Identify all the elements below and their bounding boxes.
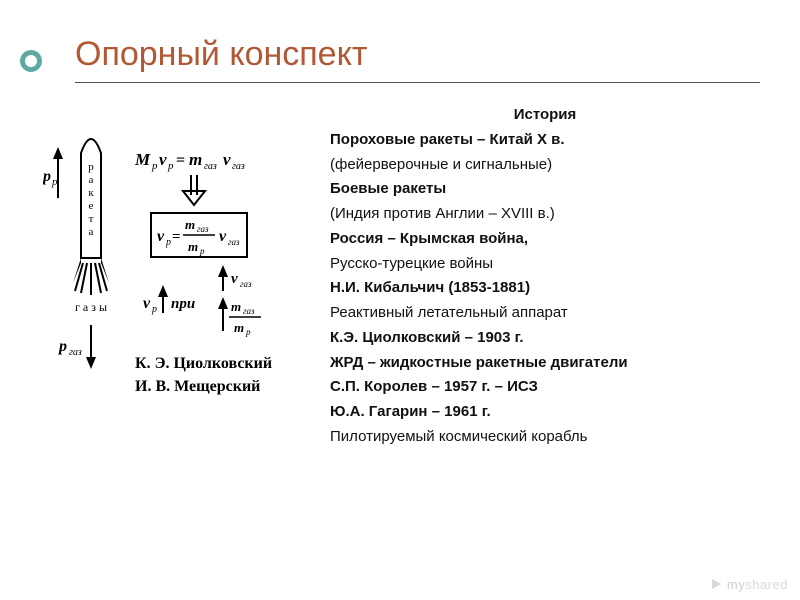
history-line: К.Э. Циолковский – 1903 г.	[330, 329, 524, 346]
svg-text:v: v	[231, 271, 238, 287]
history-line: (фейерверочные и сигнальные)	[330, 156, 552, 173]
svg-text:газ: газ	[243, 306, 255, 316]
svg-text:=: =	[172, 229, 181, 245]
svg-text:p: p	[151, 304, 157, 315]
title-bullet-icon	[20, 50, 42, 72]
svg-text:р: р	[88, 161, 94, 173]
svg-text:m: m	[231, 299, 241, 314]
svg-text:к: к	[88, 187, 94, 199]
watermark: myshared	[709, 577, 788, 592]
svg-text:p: p	[51, 176, 58, 188]
rocket-diagram: р а к е т а г а з ы p p p	[43, 113, 318, 443]
svg-text:газ: газ	[197, 224, 209, 234]
history-heading: История	[330, 103, 760, 128]
history-line: Н.И. Кибальчич (1853-1881)	[330, 279, 530, 296]
svg-text:=: =	[176, 152, 185, 169]
watermark-text: shared	[745, 577, 788, 592]
svg-text:v: v	[159, 150, 167, 169]
svg-text:а: а	[88, 174, 93, 186]
history-line: Ю.А. Гагарин – 1961 г.	[330, 403, 491, 420]
svg-text:p: p	[57, 338, 67, 355]
slide-title: Опорный конспект	[75, 35, 760, 74]
svg-text:m: m	[189, 150, 202, 169]
svg-text:т: т	[88, 213, 93, 225]
history-text: История Пороховые ракеты – Китай X в. (ф…	[330, 103, 760, 450]
svg-text:v: v	[157, 228, 165, 245]
history-line: Боевые ракеты	[330, 180, 446, 197]
svg-text:газ: газ	[240, 279, 252, 289]
svg-text:е: е	[88, 200, 93, 212]
svg-text:p: p	[245, 327, 251, 337]
title-underline	[75, 82, 760, 83]
svg-text:m: m	[188, 239, 198, 254]
svg-text:г а з ы: г а з ы	[74, 300, 106, 314]
history-line: Пилотируемый космический корабль	[330, 428, 587, 445]
svg-text:а: а	[88, 226, 93, 238]
svg-text:И. В. Мещерский: И. В. Мещерский	[135, 378, 260, 395]
history-line: Русско-турецкие войны	[330, 255, 493, 272]
slide: Опорный конспект р	[0, 0, 800, 600]
svg-text:газ: газ	[204, 161, 217, 172]
svg-text:газ: газ	[69, 347, 82, 358]
svg-text:газ: газ	[228, 237, 240, 247]
svg-text:при: при	[171, 296, 195, 312]
svg-text:p: p	[165, 237, 171, 248]
svg-text:p: p	[43, 168, 51, 185]
svg-text:v: v	[219, 228, 227, 245]
history-line: С.П. Королев – 1957 г. – ИСЗ	[330, 378, 538, 395]
svg-text:v: v	[223, 150, 231, 169]
svg-text:p: p	[151, 160, 158, 172]
play-icon	[709, 577, 723, 591]
history-line: (Индия против Англии – XVIII в.)	[330, 205, 555, 222]
svg-text:К. Э. Циолковский: К. Э. Циолковский	[135, 355, 272, 372]
history-line: Реактивный летательный аппарат	[330, 304, 568, 321]
svg-text:p: p	[167, 160, 174, 172]
history-line: Пороховые ракеты – Китай X в.	[330, 131, 565, 148]
content-row: р а к е т а г а з ы p p p	[40, 103, 760, 450]
history-line: Россия – Крымская война,	[330, 230, 528, 247]
svg-text:M: M	[134, 150, 151, 169]
svg-text:m: m	[185, 217, 195, 232]
diagram-column: р а к е т а г а з ы p p p	[40, 103, 320, 450]
svg-text:p: p	[199, 246, 205, 256]
svg-text:v: v	[143, 295, 151, 312]
svg-text:m: m	[234, 320, 244, 335]
history-line: ЖРД – жидкостные ракетные двигатели	[330, 354, 628, 371]
svg-text:газ: газ	[232, 161, 245, 172]
